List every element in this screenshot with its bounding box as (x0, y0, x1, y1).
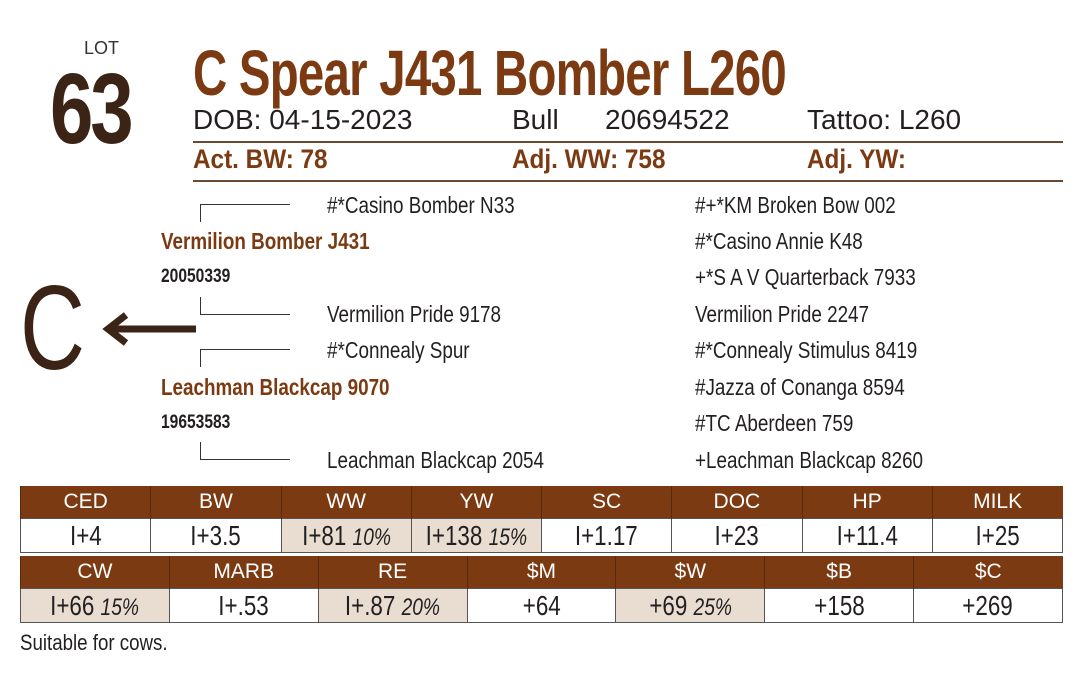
registration-number: 20694522 (605, 104, 730, 135)
epd-value: +64 (522, 589, 561, 621)
divider (193, 141, 1063, 143)
epd-value-cell: I+1.17 (540, 518, 673, 553)
ancestor: Vermilion Pride 2247 (695, 301, 870, 327)
ancestor: #*Casino Annie K48 (695, 228, 863, 254)
epd-value-cell: +269 (913, 588, 1063, 623)
dam-reg: 19653583 (161, 412, 231, 433)
ancestor: +*S A V Quarterback 7933 (695, 264, 916, 290)
epd-header: $W (615, 556, 765, 589)
epd-table-1: CED BW WW YW SC DOC HP MILK I+4 I+3.5 I+81 10% I+13… (19, 486, 1064, 553)
ancestor: #*Connealy Stimulus 8419 (695, 337, 918, 363)
epd-percentile: 20% (401, 593, 441, 621)
arrow-left-icon (102, 312, 196, 346)
epd-value: I+3.5 (190, 519, 242, 551)
epd-value-cell: I+25 (931, 518, 1064, 553)
epd-percentile: 15% (488, 523, 528, 551)
epd-value-cell: I+.53 (168, 588, 319, 623)
adjusted-yw: Adj. YW: (807, 144, 907, 174)
ancestor: #Jazza of Conanga 8594 (695, 374, 905, 400)
epd-value: +69 (648, 589, 687, 621)
epd-value-cell: I+138 15% (410, 518, 543, 553)
epd-value: I+.53 (218, 589, 269, 621)
epd-header: $C (913, 556, 1063, 589)
epd-header: RE (317, 556, 468, 589)
epd-value-cell: I+3.5 (150, 518, 282, 553)
ancestor: +Leachman Blackcap 8260 (695, 447, 924, 473)
ancestor: #TC Aberdeen 759 (695, 410, 854, 436)
epd-value-cell: I+81 10% (280, 518, 412, 553)
dam: Leachman Blackcap 9070 (161, 374, 390, 400)
epd-percentile: 15% (100, 593, 140, 621)
epd-value: I+11.4 (836, 519, 898, 551)
dam-sire: #*Connealy Spur (327, 337, 470, 363)
epd-value-cell: I+4 (19, 518, 152, 553)
epd-value: I+138 (425, 519, 483, 551)
epd-value-cell: I+23 (671, 518, 803, 553)
epd-value: I+81 (301, 519, 346, 551)
epd-value-cell: +158 (764, 588, 915, 623)
tattoo: Tattoo: L260 (807, 104, 962, 135)
epd-value: I+1.17 (575, 519, 639, 551)
ancestor: #+*KM Broken Bow 002 (695, 192, 896, 218)
epd-header: $M (466, 556, 616, 589)
adjusted-ww: Adj. WW: 758 (512, 144, 666, 174)
divider (193, 180, 1063, 182)
brand-letter: C (20, 261, 86, 395)
epd-header: MILK (931, 486, 1063, 519)
epd-value: I+66 (50, 589, 95, 621)
sire-reg: 20050339 (161, 266, 231, 287)
epd-value: I+25 (975, 519, 1020, 551)
epd-value-cell: I+.87 20% (317, 588, 468, 623)
epd-value: +158 (813, 589, 865, 621)
epd-header: WW (280, 486, 412, 519)
animal-name: C Spear J431 Bomber L260 (193, 37, 787, 109)
epd-header: YW (410, 486, 542, 519)
footnote: Suitable for cows. (20, 630, 168, 655)
sex: Bull (512, 104, 559, 135)
lot-label: LOT (84, 38, 120, 58)
sire-dam: Vermilion Pride 9178 (327, 301, 502, 327)
epd-value-cell: I+66 15% (20, 588, 170, 623)
epd-header: SC (540, 486, 672, 519)
lot-number: 63 (50, 53, 134, 165)
epd-header: CED (19, 486, 151, 519)
sire-sire: #*Casino Bomber N33 (327, 192, 515, 218)
epd-value: I+.87 (345, 589, 396, 621)
sire: Vermilion Bomber J431 (161, 228, 370, 254)
epd-header: DOC (671, 486, 802, 519)
epd-value: I+4 (69, 519, 102, 551)
epd-table-2: CW MARB RE $M $W $B $C I+66 15% I+.53 I+.87 20% +6… (20, 556, 1063, 623)
epd-header: CW (20, 556, 170, 589)
epd-value-cell: +69 25% (615, 588, 766, 623)
epd-header: BW (150, 486, 281, 519)
epd-value: I+23 (714, 519, 759, 551)
epd-percentile: 10% (352, 523, 391, 551)
dob: DOB: 04-15-2023 (193, 104, 413, 135)
epd-header: $B (764, 556, 914, 589)
epd-header: HP (801, 486, 933, 519)
epd-value-cell: I+11.4 (801, 518, 933, 553)
epd-header: MARB (168, 556, 319, 589)
actual-bw: Act. BW: 78 (193, 144, 328, 174)
epd-value: +269 (962, 589, 1014, 621)
epd-percentile: 25% (693, 593, 732, 621)
dam-dam: Leachman Blackcap 2054 (327, 447, 545, 473)
epd-value-cell: +64 (466, 588, 617, 623)
